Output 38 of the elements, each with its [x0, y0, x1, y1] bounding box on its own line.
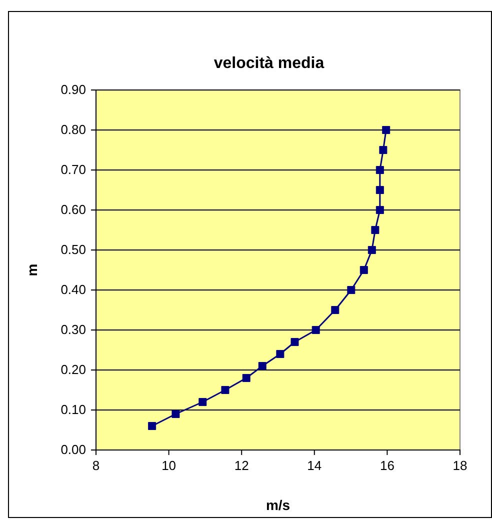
chart-title: velocità media [214, 55, 324, 72]
y-tick-label: 0.30 [60, 322, 86, 338]
point [379, 146, 388, 154]
point [376, 166, 384, 174]
y-tick-label: 0.90 [60, 82, 86, 98]
x-axis-title: m/s [266, 497, 290, 513]
point [172, 410, 180, 418]
point [331, 306, 340, 314]
point [360, 266, 368, 274]
y-axis-title: m [24, 264, 40, 276]
y-tick-label: 0.00 [60, 442, 86, 458]
point [376, 186, 384, 194]
point [347, 286, 356, 294]
point [198, 398, 207, 406]
point [368, 246, 376, 254]
point [312, 326, 320, 334]
x-tick-label: 10 [162, 458, 176, 474]
point [376, 206, 384, 214]
x-tick-label: 16 [380, 458, 394, 474]
y-tick-label: 0.70 [60, 162, 86, 178]
point [290, 338, 299, 346]
x-tick-label: 8 [92, 458, 100, 474]
point [242, 374, 250, 382]
x-tick-label: 12 [234, 458, 249, 474]
y-tick-label: 0.10 [60, 402, 86, 418]
y-tick-label: 0.60 [60, 202, 86, 218]
y-tick-label: 0.40 [60, 282, 86, 298]
y-tick-label: 0.50 [60, 242, 86, 258]
x-tick-label: 18 [452, 458, 468, 474]
point [371, 226, 380, 234]
y-tick-label: 0.20 [60, 362, 86, 378]
x-tick-label: 14 [307, 458, 322, 474]
point [382, 126, 390, 134]
y-tick-label: 0.80 [60, 122, 86, 138]
point [221, 386, 230, 394]
point [148, 422, 156, 430]
point [258, 362, 266, 370]
point [276, 350, 284, 358]
